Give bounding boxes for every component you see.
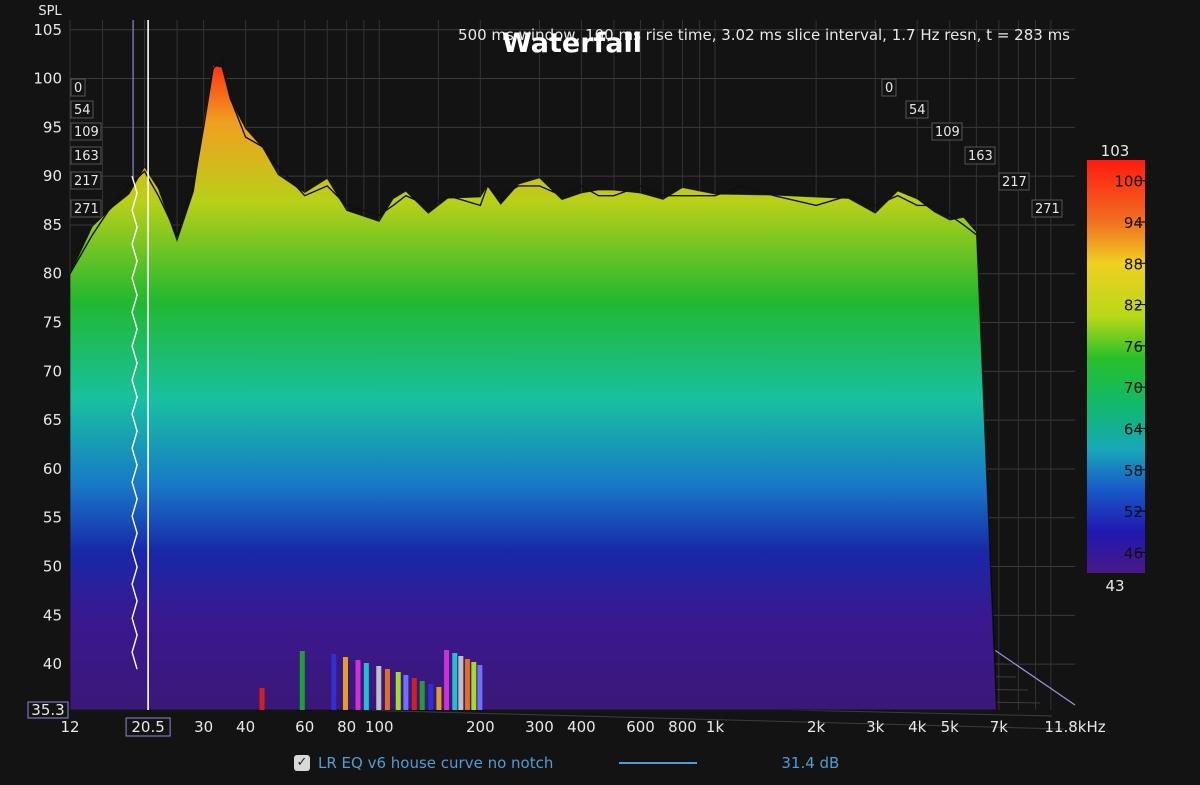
x-tick-label: 100 (365, 718, 394, 736)
colorbar-tick-label: 52 (1124, 503, 1143, 521)
legend-series-name[interactable]: LR EQ v6 house curve no notch (318, 754, 554, 772)
y-tick-label: 75 (43, 314, 62, 332)
y-tick-label: 50 (43, 558, 62, 576)
colorbar-tick-label: 94 (1124, 214, 1143, 232)
y-tick-label: 40 (43, 655, 62, 673)
colorbar-tick-label: 58 (1124, 462, 1143, 480)
waterfall-slice (69, 64, 997, 711)
y-min-label: 35.3 (31, 701, 64, 719)
y-tick-label: 45 (43, 606, 62, 624)
colorbar-tick-label: 76 (1124, 338, 1143, 356)
colorbar-min-label: 43 (1105, 577, 1124, 595)
time-axis-label: 54 (909, 103, 926, 118)
legend-line-swatch (619, 762, 698, 764)
y-tick-label: 55 (43, 509, 62, 527)
x-tick-label: 40 (236, 718, 255, 736)
time-axis-label: 0 (885, 81, 893, 96)
y-tick-label: 95 (43, 118, 62, 136)
colorbar-tick-label: 70 (1124, 379, 1143, 397)
x-tick-label: 60 (295, 718, 314, 736)
frequency-cursor[interactable] (131, 20, 149, 710)
resonance-bar (355, 660, 361, 710)
resonance-bar (419, 681, 425, 710)
x-tick-label: 5k (941, 718, 960, 736)
time-axis-label: 0 (74, 81, 82, 96)
x-tick-label: 4k (908, 718, 927, 736)
colorbar: 100 94 88 82 76 70 64 58 52 46 103 43 (1087, 142, 1145, 595)
y-tick-label: 60 (43, 460, 62, 478)
front-slice-line (69, 57, 977, 275)
resonance-bar (342, 657, 348, 710)
chart-subtitle: 500 ms window, 100 ms rise time, 3.02 ms… (458, 26, 1070, 44)
resonance-bar (384, 669, 390, 710)
resonance-bar (436, 687, 442, 710)
x-tick-label: 20.5 (131, 718, 164, 736)
time-axis-label: 163 (74, 149, 99, 164)
legend-series-value: 31.4 dB (781, 754, 840, 772)
resonance-bar (464, 659, 470, 710)
resonance-markers (259, 650, 483, 710)
y-min-box (27, 701, 69, 719)
colorbar-tick-label: 46 (1124, 544, 1143, 562)
legend: ✓ LR EQ v6 house curve no notch 31.4 dB (294, 752, 839, 774)
colorbar-gradient (1087, 160, 1145, 573)
x-tick-label: 7k (990, 718, 1009, 736)
colorbar-tick-label: 64 (1124, 420, 1143, 438)
resonance-bar (411, 678, 417, 710)
x-tick-label: 800 (668, 718, 697, 736)
x-tick-label: 1k (706, 718, 725, 736)
x-tick-label: 80 (337, 718, 356, 736)
x-tick-label: 300 (525, 718, 554, 736)
x-tick-label: 600 (626, 718, 655, 736)
colorbar-max-label: 103 (1101, 142, 1130, 160)
time-axis-label: 109 (74, 125, 99, 140)
resonance-bar (331, 654, 337, 710)
y-tick-label: 80 (43, 265, 62, 283)
y-tick-label: 70 (43, 362, 62, 380)
y-tick-label: 100 (33, 70, 62, 88)
time-axis-label: 271 (1035, 202, 1060, 217)
resonance-bar (259, 688, 265, 710)
time-axis-label: 109 (935, 125, 960, 140)
y-tick-label: 90 (43, 167, 62, 185)
resonance-bar (395, 672, 401, 710)
resonance-bar (376, 666, 382, 710)
y-axis-label: SPL (38, 4, 62, 19)
x-tick-label: 2k (807, 718, 826, 736)
colorbar-tick-label: 82 (1124, 297, 1143, 315)
x-tick-label: 12 (60, 718, 79, 736)
time-axis-label: 271 (74, 202, 99, 217)
resonance-bar (477, 665, 483, 710)
colorbar-tick-label: 88 (1124, 255, 1143, 273)
chart-title: Waterfall (502, 28, 642, 59)
resonance-bar (444, 650, 450, 710)
x-tick-label: 30 (194, 718, 213, 736)
colorbar-tick-label: 100 (1114, 173, 1143, 191)
resonance-bar (403, 675, 409, 710)
y-tick-label: 65 (43, 411, 62, 429)
waterfall-slices (69, 57, 997, 711)
axes: 105 100 95 90 85 80 75 70 65 60 55 50 45 40 35.312 20.5… (27, 21, 1106, 737)
resonance-bar (458, 656, 464, 710)
legend-checkbox[interactable]: ✓ (294, 755, 310, 771)
x-tick-label: 3k (866, 718, 885, 736)
resonance-bar (363, 663, 369, 710)
time-axis-label: 217 (1002, 175, 1027, 190)
x-tick-label: 11.8kHz (1044, 718, 1105, 736)
time-axis-label: 54 (74, 103, 91, 118)
resonance-bar (452, 653, 458, 710)
resonance-bar (428, 684, 434, 710)
time-axis-label: 217 (74, 174, 99, 189)
time-axis-label: 163 (968, 149, 993, 164)
resonance-bar (471, 662, 477, 710)
x-tick-label: 400 (567, 718, 596, 736)
y-tick-label: 85 (43, 216, 62, 234)
resonance-bar (299, 651, 305, 710)
y-tick-label: 105 (33, 21, 62, 39)
x-tick-label: 200 (466, 718, 495, 736)
